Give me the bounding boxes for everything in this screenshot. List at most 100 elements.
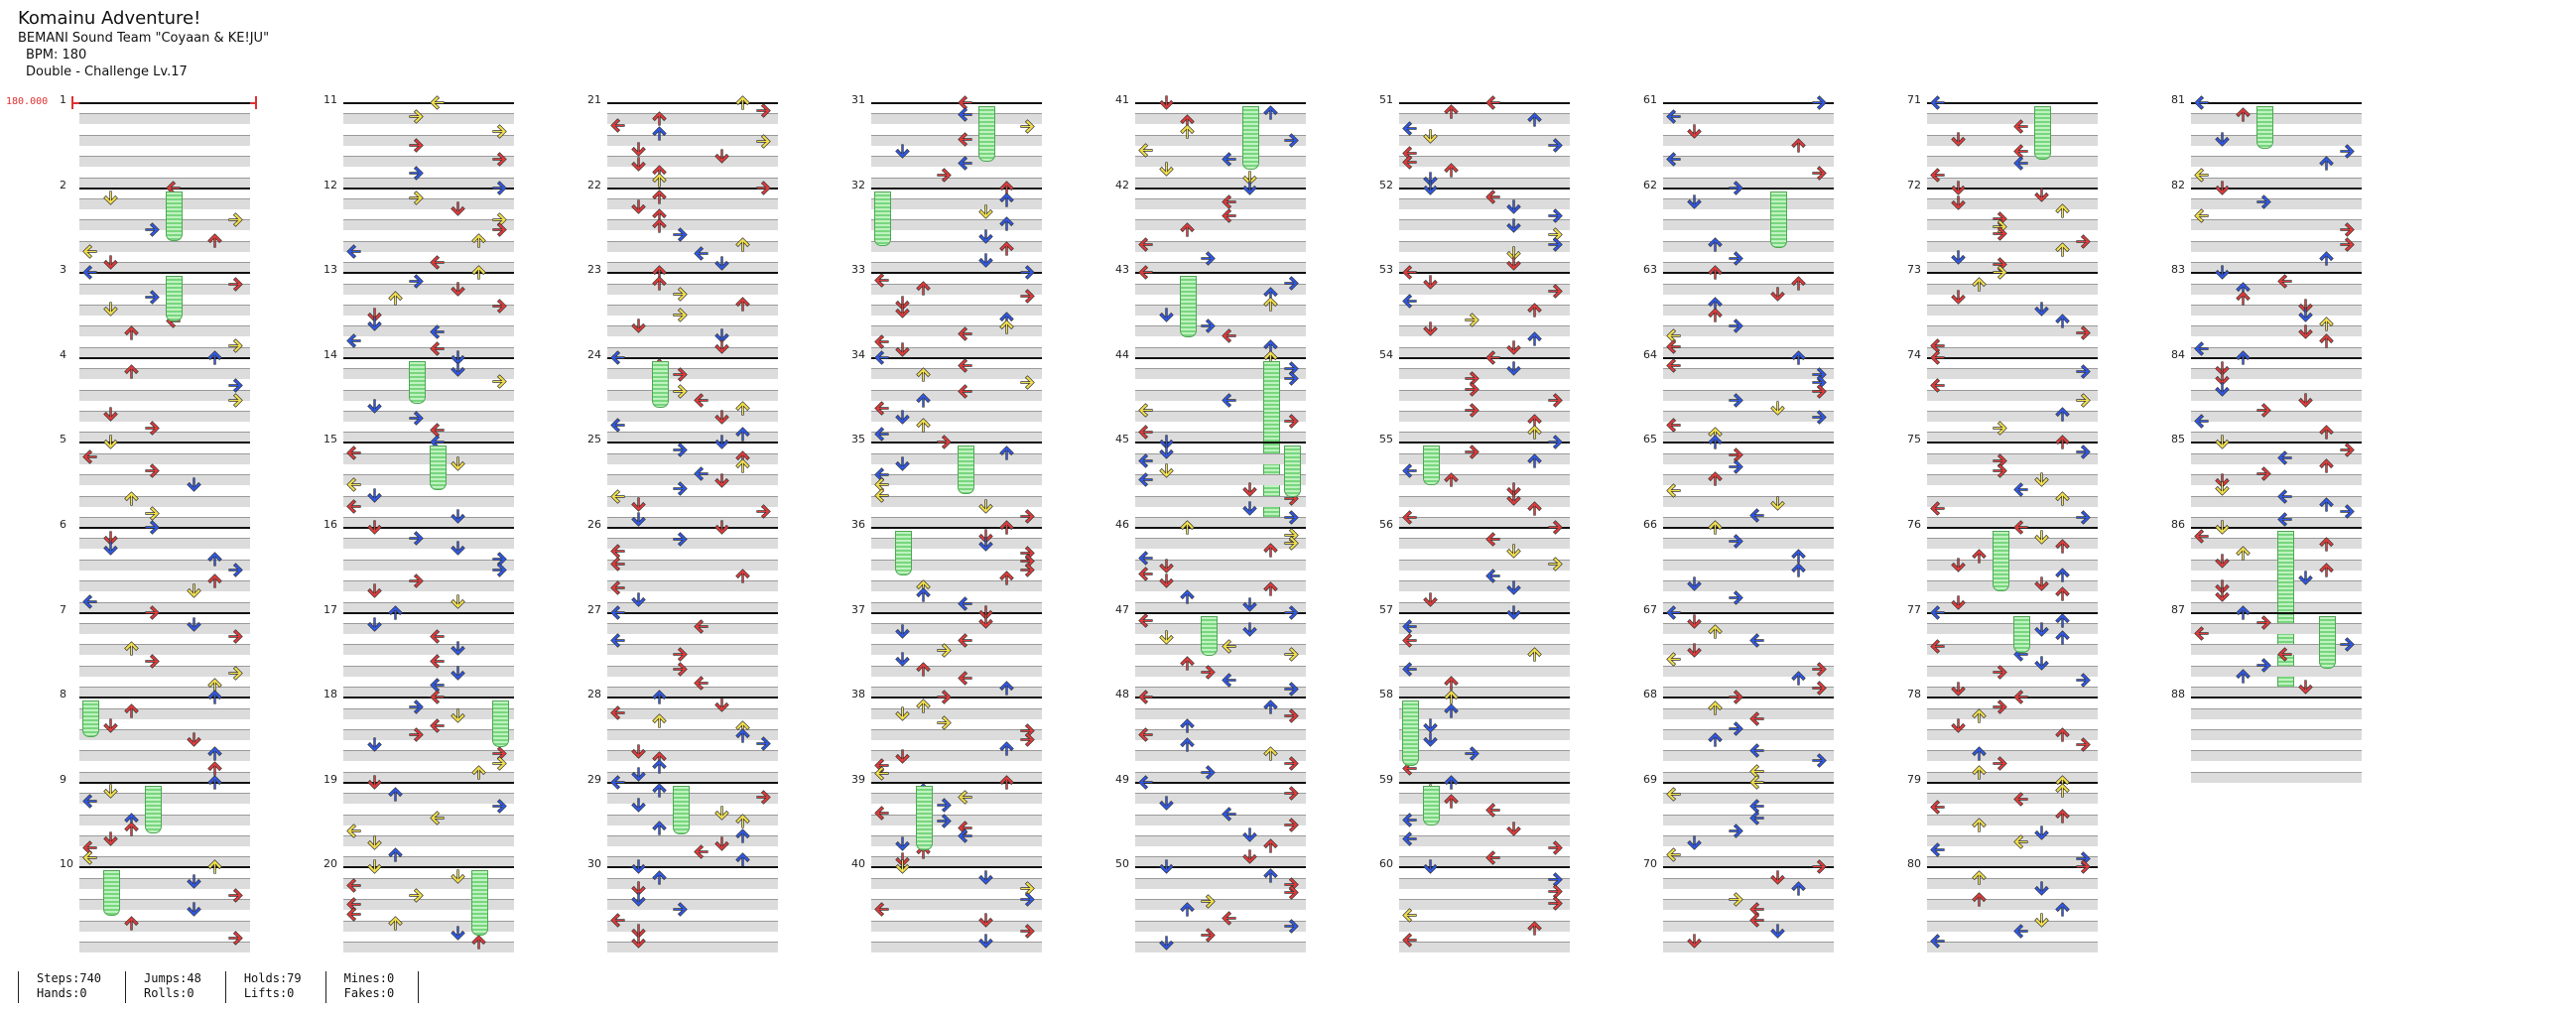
left-arrow-icon [2277, 512, 2292, 527]
left-arrow-icon [2013, 156, 2028, 171]
up-arrow-icon [207, 859, 222, 875]
beat-band [343, 687, 514, 698]
measure-line [607, 527, 778, 529]
up-arrow-icon [1708, 471, 1723, 486]
beat-band [2191, 346, 2362, 358]
measure-line [1927, 697, 2098, 699]
right-arrow-icon [1284, 785, 1299, 801]
right-arrow-icon [1201, 318, 1216, 333]
measure-number: 20 [323, 857, 337, 871]
measure-line [1663, 102, 1834, 104]
beat-band [2191, 113, 2362, 125]
measure-number: 76 [1907, 518, 1921, 531]
measure-line [2191, 356, 2362, 359]
beat-band [1399, 113, 1570, 125]
beat-band [1399, 601, 1570, 613]
right-arrow-icon [1284, 919, 1299, 935]
left-arrow-icon [1222, 194, 1236, 209]
down-arrow-icon [895, 623, 910, 639]
up-arrow-icon [999, 740, 1014, 756]
beat-band [607, 920, 778, 932]
up-arrow-icon [1263, 698, 1278, 714]
beat-band [1663, 177, 1834, 189]
down-arrow-icon [2215, 180, 2230, 195]
beat-band [1135, 305, 1306, 316]
beat-band [2191, 134, 2362, 146]
beat-band [1927, 113, 2098, 125]
beat-band [1663, 559, 1834, 571]
down-arrow-icon [2034, 302, 2049, 317]
hands-count: Hands:0 [37, 986, 87, 1000]
up-arrow-icon [1444, 676, 1459, 691]
down-arrow-icon [1159, 859, 1174, 875]
measure-number: 42 [1115, 178, 1129, 191]
left-arrow-icon [1402, 633, 1417, 648]
down-arrow-icon [451, 282, 465, 298]
left-arrow-icon [610, 604, 625, 620]
up-arrow-icon [652, 173, 667, 188]
left-arrow-icon [958, 156, 972, 171]
beat-band [79, 814, 250, 826]
left-arrow-icon [874, 766, 889, 782]
measure-line [1135, 442, 1306, 444]
right-arrow-icon [673, 647, 688, 663]
up-arrow-icon [1527, 330, 1542, 346]
freeze-arrow-icon [166, 190, 183, 242]
jumps-count: Jumps:48 [144, 971, 201, 985]
left-arrow-icon [2013, 119, 2028, 135]
down-arrow-icon [2215, 360, 2230, 376]
down-arrow-icon [451, 594, 465, 609]
up-arrow-icon [1972, 277, 1987, 293]
beat-band [607, 771, 778, 783]
beat-band [1399, 156, 1570, 168]
beat-band [1399, 814, 1570, 826]
left-arrow-icon [346, 244, 361, 259]
beat-band [1399, 856, 1570, 868]
up-arrow-icon [735, 828, 750, 843]
stat-group-holds: Holds:79 Lifts:0 [224, 971, 325, 1003]
down-arrow-icon [714, 256, 729, 271]
left-arrow-icon [82, 850, 97, 865]
up-arrow-icon [2319, 496, 2334, 512]
measure-number: 66 [1643, 518, 1657, 531]
down-arrow-icon [1506, 198, 1521, 214]
beat-band [607, 305, 778, 316]
freeze-arrow-icon [1770, 190, 1787, 248]
down-arrow-icon [714, 520, 729, 535]
down-arrow-icon [1159, 308, 1174, 322]
up-arrow-icon [652, 190, 667, 204]
beat-band [871, 644, 1042, 656]
measure-line [1663, 356, 1834, 359]
freeze-arrow-icon [895, 531, 912, 575]
down-arrow-icon [1951, 595, 1966, 610]
left-arrow-icon [1666, 339, 1681, 354]
down-arrow-icon [451, 926, 465, 941]
down-arrow-icon [1687, 614, 1702, 629]
right-arrow-icon [1548, 138, 1563, 153]
down-arrow-icon [1506, 246, 1521, 261]
right-arrow-icon [1729, 690, 1743, 704]
left-arrow-icon [2013, 792, 2028, 807]
left-arrow-icon [1402, 831, 1417, 846]
measure-number: 61 [1643, 93, 1657, 106]
down-arrow-icon [451, 350, 465, 365]
measure-number: 12 [323, 178, 337, 191]
down-arrow-icon [2298, 299, 2313, 315]
down-arrow-icon [1159, 796, 1174, 811]
measure-line [343, 611, 514, 614]
measure-line [607, 611, 778, 614]
beat-band [2191, 495, 2362, 507]
beat-band [343, 942, 514, 952]
down-arrow-icon [1770, 870, 1785, 885]
up-arrow-icon [124, 822, 139, 836]
beat-band [607, 877, 778, 889]
measure-line [1663, 611, 1834, 614]
down-arrow-icon [895, 749, 910, 764]
beat-band [607, 262, 778, 274]
beat-band [1927, 219, 2098, 231]
beat-band [1663, 856, 1834, 868]
beat-band [1663, 452, 1834, 464]
left-arrow-icon [610, 418, 625, 434]
measure-line [1135, 611, 1306, 614]
left-arrow-icon [1749, 775, 1764, 790]
